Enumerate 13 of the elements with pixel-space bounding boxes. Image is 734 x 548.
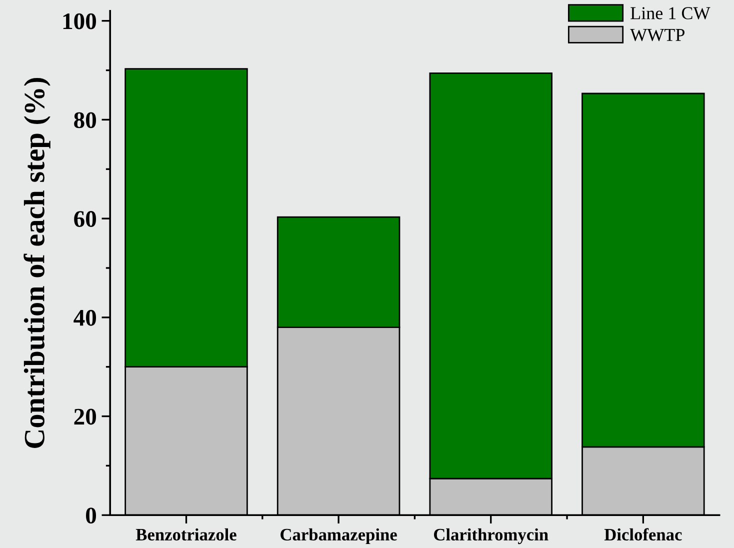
y-axis-title: Contribution of each step (%) (24, 78, 50, 448)
y-tick-label: 40 (74, 310, 96, 326)
x-tick-label: Clarithromycin (434, 528, 548, 544)
y-tick-label: 80 (74, 112, 96, 128)
y-tick-label: 100 (63, 13, 96, 30)
x-tick-label: Benzotriazole (136, 528, 236, 541)
y-tick-label: 20 (74, 408, 96, 425)
legend-label: WWTP (630, 29, 684, 42)
legend-label: Line 1 CW (630, 7, 710, 20)
y-tick-label: 0 (86, 508, 96, 524)
x-tick-label: Carbamazepine (280, 528, 397, 544)
y-tick-label: 60 (74, 211, 96, 227)
x-tick-label: Diclofenac (604, 528, 682, 541)
